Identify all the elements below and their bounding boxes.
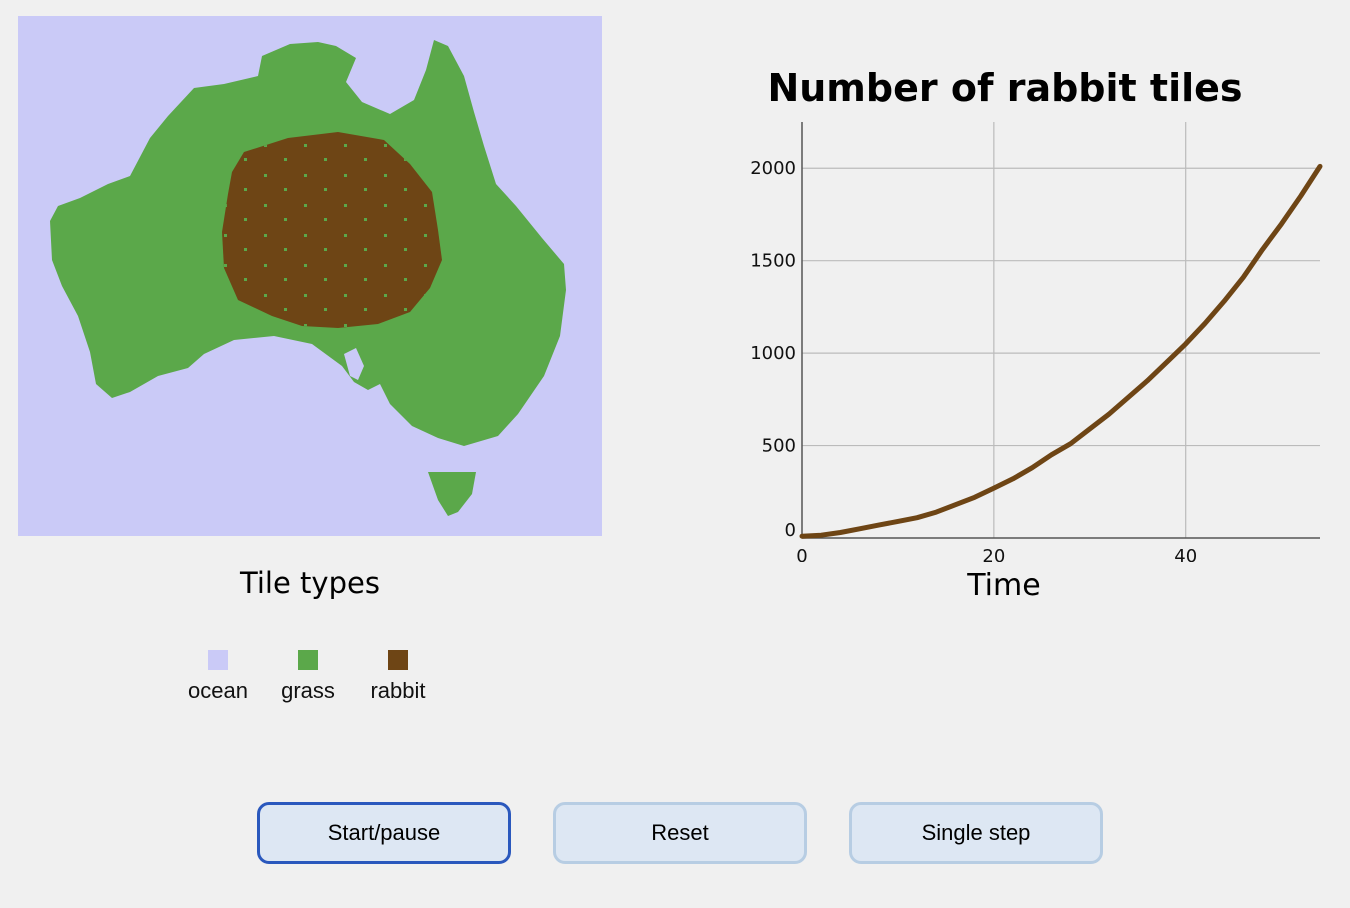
reset-button[interactable]: Reset (553, 802, 807, 864)
series-line-rabbit-tiles (799, 163, 1323, 539)
ocean-swatch (208, 650, 228, 670)
legend-label-rabbit: rabbit (370, 678, 426, 703)
gulf-water (344, 348, 364, 380)
rabbit-swatch (388, 650, 408, 670)
legend-item-rabbit: rabbit (360, 650, 436, 704)
y-tick-label: 1500 (750, 251, 796, 272)
grass-swatch (298, 650, 318, 670)
y-tick-label: 2000 (750, 158, 796, 179)
single-step-button[interactable]: Single step (849, 802, 1103, 864)
y-tick-label: 1000 (750, 343, 796, 364)
chart-title: Number of rabbit tiles (767, 66, 1243, 110)
legend-label-grass: grass (281, 678, 335, 703)
chart-x-axis-label: Time (967, 568, 1041, 603)
grass-specks (222, 132, 442, 328)
y-tick-label: 500 (762, 436, 796, 457)
legend-label-ocean: ocean (188, 678, 248, 703)
x-tick-label: 20 (982, 546, 1005, 562)
legend-title: Tile types (240, 566, 380, 600)
tasmania-grass (428, 472, 476, 516)
start-pause-button[interactable]: Start/pause (257, 802, 511, 864)
tile-legend: ocean grass rabbit (180, 650, 436, 704)
legend-item-ocean: ocean (180, 650, 256, 704)
x-tick-label: 40 (1174, 546, 1197, 562)
rabbit-count-chart: 0 500 1000 1500 2000 0 20 40 (750, 122, 1323, 562)
legend-item-grass: grass (270, 650, 346, 704)
y-tick-label: 0 (785, 520, 796, 541)
x-tick-label: 0 (796, 546, 807, 562)
australia-map (50, 40, 566, 516)
simulation-map[interactable] (18, 16, 602, 536)
